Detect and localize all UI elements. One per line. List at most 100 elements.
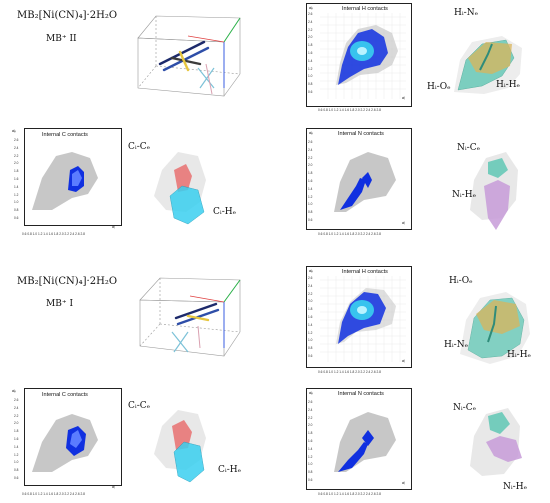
y-tick-label: 1.6 — [308, 439, 313, 443]
y-tick-label: 1.0 — [308, 338, 313, 343]
y-tick-label: 2.2 — [14, 413, 19, 418]
contact-label: Nᵢ-Hₑ — [503, 482, 528, 492]
contact-label: Cᵢ-Cₑ — [128, 142, 151, 152]
c-fingerprint-shape — [154, 152, 206, 225]
y-tick-label: 2.4 — [308, 147, 313, 152]
contact-label: Hᵢ-Oₑ — [427, 82, 451, 92]
y-tick-label: 2.6 — [308, 400, 313, 404]
y-tick-label: 1.2 — [308, 66, 313, 71]
x-tick-labels: 0.6 0.8 1.0 1.2 1.4 1.6 1.8 2.0 2.2 2.4 … — [318, 492, 381, 496]
contact-label: Cᵢ-Hₑ — [213, 207, 237, 217]
y-axis-label: dₑ — [12, 388, 16, 393]
y-tick-label: 2.2 — [308, 291, 313, 296]
y-tick-label: 2.6 — [308, 276, 313, 280]
contact-label: Cᵢ-Cₑ — [128, 401, 151, 411]
y-tick-label: 1.0 — [308, 74, 313, 79]
y-tick-label: 0.8 — [308, 210, 313, 215]
x-axis-label: dᵢ — [402, 95, 405, 100]
y-tick-label: 2.6 — [308, 12, 313, 16]
y-tick-label: 2.4 — [14, 145, 19, 150]
y-tick-label: 2.4 — [14, 405, 19, 410]
c-contacts-plot: Internal C contacts dₑ dᵢ — [12, 128, 122, 232]
y-tick-label: 2.2 — [308, 415, 313, 420]
form-label: MB⁺ I — [46, 299, 73, 309]
y-tick-label: 0.6 — [308, 478, 313, 482]
panel-title: Internal N contacts — [338, 391, 384, 397]
y-tick-label: 1.2 — [308, 454, 313, 459]
h-contacts-plot: Internal H contacts dₑ dᵢ — [306, 266, 412, 370]
x-tick-labels: 0.6 0.8 1.0 1.2 1.4 1.6 1.8 2.0 2.2 2.4 … — [318, 232, 381, 236]
contact-label: Nᵢ-Hₑ — [452, 190, 477, 200]
y-tick-label: 2.6 — [14, 398, 19, 402]
y-tick-label: 2.4 — [308, 407, 313, 412]
x-tick-labels: 0.6 0.8 1.0 1.2 1.4 1.6 1.8 2.0 2.2 2.4 … — [318, 108, 381, 112]
formula-text: MB₂[Ni(CN)₄]·2H₂O — [17, 276, 118, 287]
y-tick-label: 0.8 — [308, 470, 313, 475]
y-tick-label: 1.2 — [308, 330, 313, 335]
y-tick-label: 1.6 — [308, 51, 313, 55]
contact-label: Nᵢ-Cₑ — [457, 143, 481, 153]
contact-label: Nᵢ-Cₑ — [453, 403, 477, 413]
y-tick-label: 1.6 — [308, 315, 313, 319]
y-axis-label: dₑ — [309, 390, 313, 395]
y-tick-label: 1.0 — [14, 200, 19, 205]
formula-text: MB₂[Ni(CN)₄]·2H₂O — [17, 10, 118, 21]
y-tick-label: 1.8 — [308, 171, 313, 176]
y-tick-label: 0.6 — [308, 354, 313, 358]
x-axis-label: dᵢ — [112, 224, 115, 229]
y-tick-label: 1.6 — [14, 437, 19, 441]
panel-title: Internal N contacts — [338, 131, 384, 137]
c-contacts-plot: Internal C contacts dₑ dᵢ — [12, 388, 122, 492]
crystal-structure-image — [137, 15, 241, 97]
y-tick-label: 1.4 — [308, 58, 313, 63]
y-tick-label: 1.8 — [308, 43, 313, 48]
y-tick-label: 2.0 — [308, 423, 313, 428]
contact-label: Hᵢ-Hₑ — [496, 80, 521, 90]
crystal-structure-image — [139, 277, 241, 357]
y-tick-label: 2.4 — [308, 19, 313, 24]
y-tick-label: 1.2 — [308, 194, 313, 199]
y-tick-label: 1.0 — [308, 462, 313, 467]
y-tick-label: 0.6 — [308, 90, 313, 94]
panel-title: Internal H contacts — [342, 6, 388, 12]
x-axis-label: dᵢ — [112, 484, 115, 489]
panel-title: Internal H contacts — [342, 269, 388, 275]
y-tick-label: 0.6 — [308, 218, 313, 222]
contact-label: Cᵢ-Hₑ — [218, 465, 242, 475]
n-contacts-plot: Internal N contacts dₑ dᵢ — [306, 128, 412, 232]
y-tick-label: 1.4 — [308, 322, 313, 327]
y-tick-label: 1.4 — [308, 186, 313, 191]
y-tick-label: 1.4 — [14, 184, 19, 189]
y-axis-label: dₑ — [309, 268, 313, 273]
contact-label: Hᵢ-Nₑ — [454, 8, 479, 18]
y-axis-label: dₑ — [309, 130, 313, 135]
y-tick-label: 0.8 — [308, 82, 313, 87]
y-tick-label: 1.8 — [308, 307, 313, 312]
y-tick-label: 1.2 — [14, 192, 19, 197]
y-tick-label: 1.2 — [14, 452, 19, 457]
y-tick-label: 1.4 — [308, 446, 313, 451]
c-fingerprint-shape — [154, 410, 206, 483]
y-tick-label: 2.0 — [14, 161, 19, 166]
h-fingerprint-shape — [460, 292, 530, 364]
n-fingerprint-shape — [470, 152, 518, 230]
contact-label: Hᵢ-Hₑ — [507, 350, 532, 360]
y-tick-label: 0.8 — [14, 208, 19, 213]
y-tick-label: 2.2 — [14, 153, 19, 158]
n-fingerprint-shape — [470, 408, 522, 476]
form-label: MB⁺ II — [46, 34, 77, 44]
x-axis-label: dᵢ — [402, 358, 405, 363]
n-contacts-plot: Internal N contacts dₑ dᵢ — [306, 388, 412, 492]
y-tick-label: 2.0 — [308, 35, 313, 40]
y-tick-label: 1.6 — [14, 177, 19, 181]
y-tick-label: 2.0 — [308, 299, 313, 304]
y-tick-label: 1.0 — [308, 202, 313, 207]
y-tick-label: 1.6 — [308, 179, 313, 183]
y-tick-label: 0.6 — [14, 216, 19, 220]
y-axis-label: dₑ — [309, 5, 313, 10]
y-axis-label: dₑ — [12, 128, 16, 133]
y-tick-label: 0.8 — [308, 346, 313, 351]
y-tick-label: 2.6 — [14, 138, 19, 142]
y-tick-label: 1.8 — [308, 431, 313, 436]
x-axis-label: dᵢ — [402, 480, 405, 485]
